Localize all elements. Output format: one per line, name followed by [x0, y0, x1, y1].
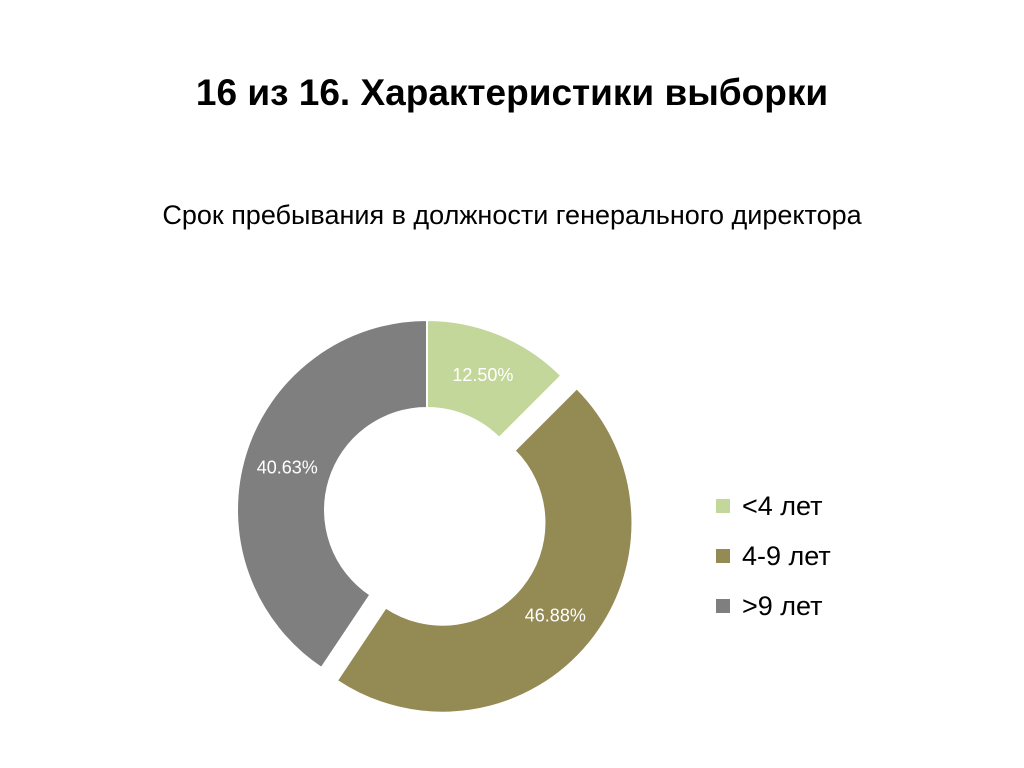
legend-item-4-9-лет: 4-9 лет	[716, 531, 831, 581]
slice-4-9-лет	[335, 386, 634, 714]
legend-item-lt-4-лет: <4 лет	[716, 481, 831, 531]
data-label-4-9-лет: 46.88%	[525, 605, 586, 625]
slide-title: 16 из 16. Характеристики выборки	[195, 72, 829, 113]
legend-label-lt-4-лет: <4 лет	[742, 490, 823, 521]
legend-swatch-lt-4-лет	[716, 499, 730, 513]
data-label-gt-9-лет: 40.63%	[257, 458, 318, 478]
legend-label-4-9-лет: 4-9 лет	[742, 540, 831, 571]
legend-label-gt-9-лет: >9 лет	[742, 590, 823, 621]
legend-item-gt-9-лет: >9 лет	[716, 581, 831, 631]
slice-gt-9-лет	[236, 318, 428, 670]
chart-legend: <4 лет 4-9 лет >9 лет	[716, 481, 831, 631]
legend-swatch-4-9-лет	[716, 549, 730, 563]
slice-lt-4-лет	[426, 318, 563, 440]
data-label-lt-4-лет: 12.50%	[452, 365, 513, 385]
legend-swatch-gt-9-лет	[716, 599, 730, 613]
chart-title: Срок пребывания в должности генерального…	[162, 200, 862, 230]
